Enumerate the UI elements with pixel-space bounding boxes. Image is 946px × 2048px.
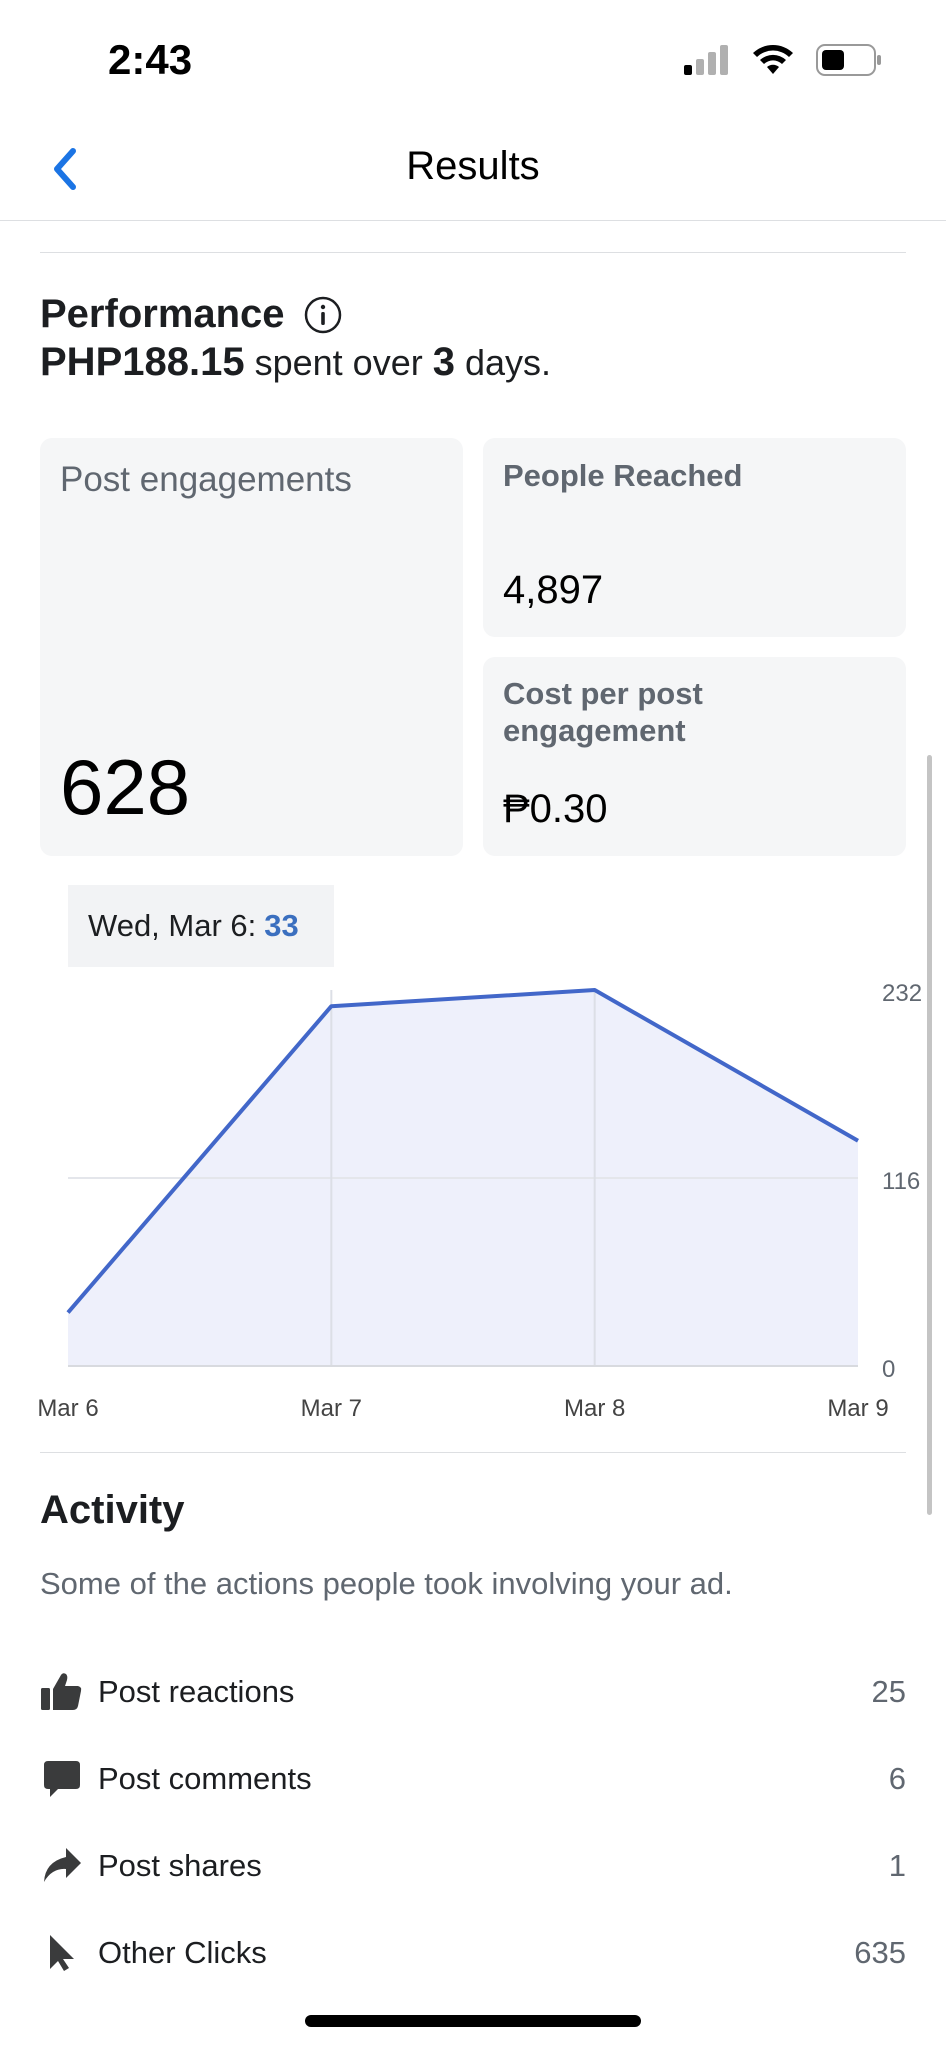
activity-value: 1 [888, 1848, 906, 1883]
nav-bar: Results [0, 122, 946, 221]
chevron-left-icon [54, 148, 76, 190]
tooltip-value: 33 [264, 908, 299, 943]
share-arrow-icon [40, 1844, 84, 1888]
battery-icon [816, 44, 881, 76]
status-icons [684, 44, 882, 76]
activity-label: Post comments [98, 1761, 312, 1796]
chart-y-tick-label: 116 [882, 1168, 920, 1195]
engagement-chart[interactable]: 0 116 232 Mar 6 Mar 7 Mar 8 Mar 9 [0, 960, 946, 1420]
days-count: 3 [432, 340, 455, 384]
scrollbar[interactable] [927, 755, 932, 1515]
card-label: Post engagements [60, 460, 352, 499]
card-value: ₱0.30 [503, 787, 608, 831]
activity-label: Post shares [98, 1848, 262, 1883]
status-time: 2:43 [108, 36, 193, 83]
card-label-line1: Cost per post [503, 676, 703, 711]
tooltip-label: Wed, Mar 6: [88, 908, 257, 943]
card-value: 4,897 [503, 568, 604, 612]
activity-label: Post reactions [98, 1674, 295, 1709]
chart-tooltip: Wed, Mar 6: 33 [68, 885, 334, 967]
spent-text: spent over [254, 342, 423, 383]
chart-x-tick-label: Mar 7 [301, 1395, 362, 1420]
activity-value: 635 [854, 1935, 906, 1970]
performance-summary: PHP188.15 spent over 3 days. [40, 340, 551, 385]
info-icon[interactable] [303, 295, 343, 335]
status-bar: 2:43 [0, 0, 946, 120]
home-indicator[interactable] [305, 2015, 641, 2027]
chart-x-tick-label: Mar 8 [564, 1395, 625, 1420]
wifi-icon [753, 45, 793, 74]
page-title: Results [406, 144, 540, 188]
activity-row-other-clicks[interactable]: Other Clicks 635 [40, 1923, 906, 1983]
signal-icon [684, 45, 728, 75]
activity-value: 6 [888, 1761, 906, 1796]
chart-series-line [66, 988, 859, 1314]
cursor-pointer-icon [40, 1931, 84, 1975]
performance-header: Performance [40, 292, 343, 337]
activity-subtitle: Some of the actions people took involvin… [40, 1566, 733, 1601]
back-button[interactable] [40, 144, 90, 194]
activity-label: Other Clicks [98, 1935, 267, 1970]
divider [40, 252, 906, 253]
thumbs-up-icon [40, 1670, 84, 1714]
activity-row-shares[interactable]: Post shares 1 [40, 1836, 906, 1896]
card-value: 628 [60, 743, 191, 831]
divider [40, 1452, 906, 1453]
amount-spent: PHP188.15 [40, 340, 245, 384]
activity-title: Activity [40, 1488, 185, 1532]
cost-per-engagement-card[interactable]: Cost per post engagement ₱0.30 [483, 657, 906, 856]
card-label: Cost per post engagement [503, 675, 703, 749]
post-engagements-card[interactable]: Post engagements 628 [40, 438, 463, 856]
chart-y-tick-label: 232 [882, 980, 922, 1007]
performance-title: Performance [40, 292, 285, 336]
chart-x-tick-label: Mar 6 [37, 1395, 98, 1420]
days-text: days. [465, 342, 552, 383]
activity-value: 25 [871, 1674, 906, 1709]
card-label-line2: engagement [503, 713, 686, 748]
card-label: People Reached [503, 458, 743, 493]
activity-row-reactions[interactable]: Post reactions 25 [40, 1662, 906, 1722]
chart-x-tick-label: Mar 9 [827, 1395, 888, 1420]
activity-row-comments[interactable]: Post comments 6 [40, 1749, 906, 1809]
people-reached-card[interactable]: People Reached 4,897 [483, 438, 906, 637]
comment-bubble-icon [40, 1757, 84, 1801]
chart-y-tick-label: 0 [882, 1356, 895, 1383]
